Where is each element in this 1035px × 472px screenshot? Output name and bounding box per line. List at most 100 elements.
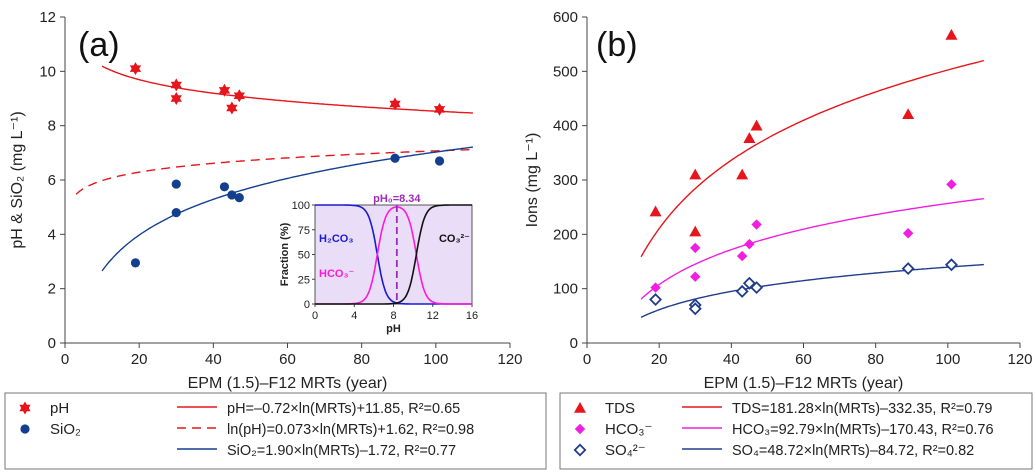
inset-label-co3: CO₃²⁻ xyxy=(439,233,470,245)
y-tick-label: 300 xyxy=(553,172,578,189)
x-tick-label: 0 xyxy=(61,351,69,368)
chart-b: 0 20 40 60 80 100 120 0 100 200 300 400 500 600 EPM (1… xyxy=(524,9,1033,470)
inset-title: pH₀=8.34 xyxy=(373,193,421,205)
data-point-0-2 xyxy=(170,92,182,105)
legend-fit-label: SO₄=48.72×ln(MRTs)–84.72, R²=0.82 xyxy=(732,443,974,459)
inset-plot-area xyxy=(314,204,473,305)
inset-curve-2 xyxy=(315,204,472,305)
inset-y-tick-label: 75 xyxy=(298,225,310,237)
inset-x-tick-label: 12 xyxy=(427,310,439,322)
legend-fit-label: pH=–0.72×ln(MRTs)+11.85, R²=0.65 xyxy=(227,401,460,417)
fit-line-1 xyxy=(640,197,985,300)
inset-label-hco3: HCO₃⁻ xyxy=(319,268,355,280)
y-tick-label: 4 xyxy=(48,226,56,243)
inset-chart: 0 4 8 12 16 0 25 50 75 100 pH Fraction (%) pH₀=8.34 H… xyxy=(279,193,478,335)
legend-fit-label: HCO₃=92.79×ln(MRTs)–170.43, R²=0.76 xyxy=(732,422,994,438)
inset-y-tick-label: 50 xyxy=(298,250,310,262)
legend: pH SiO₂ pH=–0.72×ln(MRTs)+11.85, R²=0.65 ln… xyxy=(4,392,547,470)
data-point-0-3 xyxy=(736,168,749,180)
inset-x-label: pH xyxy=(386,323,401,335)
x-tick-label: 20 xyxy=(131,351,148,368)
fit-line-0 xyxy=(640,59,985,258)
data-point-1-0 xyxy=(650,282,661,293)
data-point-0-1 xyxy=(170,78,182,92)
data-point-2-3 xyxy=(735,284,749,298)
data-point-2-2 xyxy=(688,302,702,316)
legend-marker-0 xyxy=(574,402,586,413)
data-point-0-5 xyxy=(233,89,245,103)
inset-y-tick-label: 0 xyxy=(304,299,310,311)
x-axis-label: EPM (1.5)–F12 MRTs (year) xyxy=(704,375,904,392)
legend-series-label: SiO₂ xyxy=(50,421,81,438)
legend-fit-label: TDS=181.28×ln(MRTs)–332.35, R²=0.79 xyxy=(732,401,992,417)
inset-x-tick-label: 16 xyxy=(466,310,478,322)
inset-y-tick-label: 25 xyxy=(298,274,310,286)
data-point-0-2 xyxy=(689,225,702,237)
data-point-1-5 xyxy=(751,219,762,230)
y-tick-label: 8 xyxy=(48,118,56,135)
x-tick-label: 0 xyxy=(583,351,591,368)
inset-x-tick-label: 4 xyxy=(351,310,357,322)
legend-marker-2 xyxy=(573,443,587,457)
data-point-0-0 xyxy=(649,205,662,217)
legend-fit-label: SiO₂=1.90×ln(MRTs)–1.72, R²=0.77 xyxy=(227,443,456,459)
data-point-2-0 xyxy=(649,293,663,307)
y-tick-label: 0 xyxy=(48,335,56,352)
data-point-1-2 xyxy=(690,271,701,282)
y-tick-label: 2 xyxy=(48,281,56,298)
data-point-0-4 xyxy=(743,132,756,143)
data-point-1-3 xyxy=(736,250,748,262)
legend-marker-1 xyxy=(20,424,30,434)
y-tick-label: 12 xyxy=(39,9,56,26)
legend-marker-0 xyxy=(19,401,31,415)
data-point-0-0 xyxy=(129,62,142,76)
x-tick-label: 80 xyxy=(867,351,884,368)
panel-label: (a) xyxy=(78,26,120,64)
x-tick-label: 40 xyxy=(205,351,222,368)
legend-series-label: HCO₃⁻ xyxy=(605,421,652,438)
data-point-2-5 xyxy=(750,281,764,295)
data-point-0-1 xyxy=(689,168,702,180)
y-tick-label: 200 xyxy=(553,226,578,243)
y-tick-label: 400 xyxy=(553,118,578,135)
legend-marker-1 xyxy=(574,423,586,435)
y-tick-label: 0 xyxy=(570,335,578,352)
x-tick-label: 100 xyxy=(935,351,960,368)
legend-series-label: TDS xyxy=(605,400,635,417)
fit-line-0 xyxy=(101,65,473,114)
legend-series-label: SO₄²⁻ xyxy=(605,442,646,459)
data-point-2-6 xyxy=(901,262,915,276)
x-tick-label: 20 xyxy=(651,351,668,368)
data-point-2-7 xyxy=(944,258,958,272)
data-point-1-4 xyxy=(227,190,237,200)
fit-line-1 xyxy=(75,148,473,195)
data-point-1-3 xyxy=(219,182,230,192)
data-point-1-7 xyxy=(946,179,957,190)
x-axis-label: EPM (1.5)–F12 MRTs (year) xyxy=(188,375,388,392)
data-point-0-5 xyxy=(750,119,763,131)
y-axis-label: Ions (mg L⁻¹) xyxy=(524,133,541,228)
inset-y-tick-label: 100 xyxy=(292,200,310,212)
data-point-0-7 xyxy=(945,28,958,40)
legend-box xyxy=(559,392,1033,470)
inset-x-tick-label: 0 xyxy=(312,310,318,322)
data-point-1-0 xyxy=(130,258,141,268)
y-axis-label: pH & SiO₂ (mg L⁻¹) xyxy=(9,111,26,248)
data-point-1-7 xyxy=(434,156,445,166)
legend-fit-label: ln(pH)=0.073×ln(MRTs)+1.62, R²=0.98 xyxy=(227,422,474,438)
x-tick-label: 120 xyxy=(1007,351,1032,368)
data-point-1-4 xyxy=(744,238,755,250)
y-tick-label: 500 xyxy=(553,63,578,80)
data-point-0-6 xyxy=(389,97,401,111)
data-point-1-6 xyxy=(390,153,400,163)
data-point-1-2 xyxy=(171,208,181,218)
data-point-0-3 xyxy=(218,83,231,97)
x-tick-label: 80 xyxy=(353,351,370,368)
legend: TDS HCO₃⁻ SO₄²⁻ TDS=181.28×ln(MRTs)–332.35,… xyxy=(559,392,1033,470)
inset-y-label: Fraction (%) xyxy=(279,222,291,286)
panel-label: (b) xyxy=(596,26,638,64)
x-tick-label: 60 xyxy=(795,351,812,368)
data-point-0-7 xyxy=(433,102,446,116)
data-point-1-1 xyxy=(171,179,181,189)
